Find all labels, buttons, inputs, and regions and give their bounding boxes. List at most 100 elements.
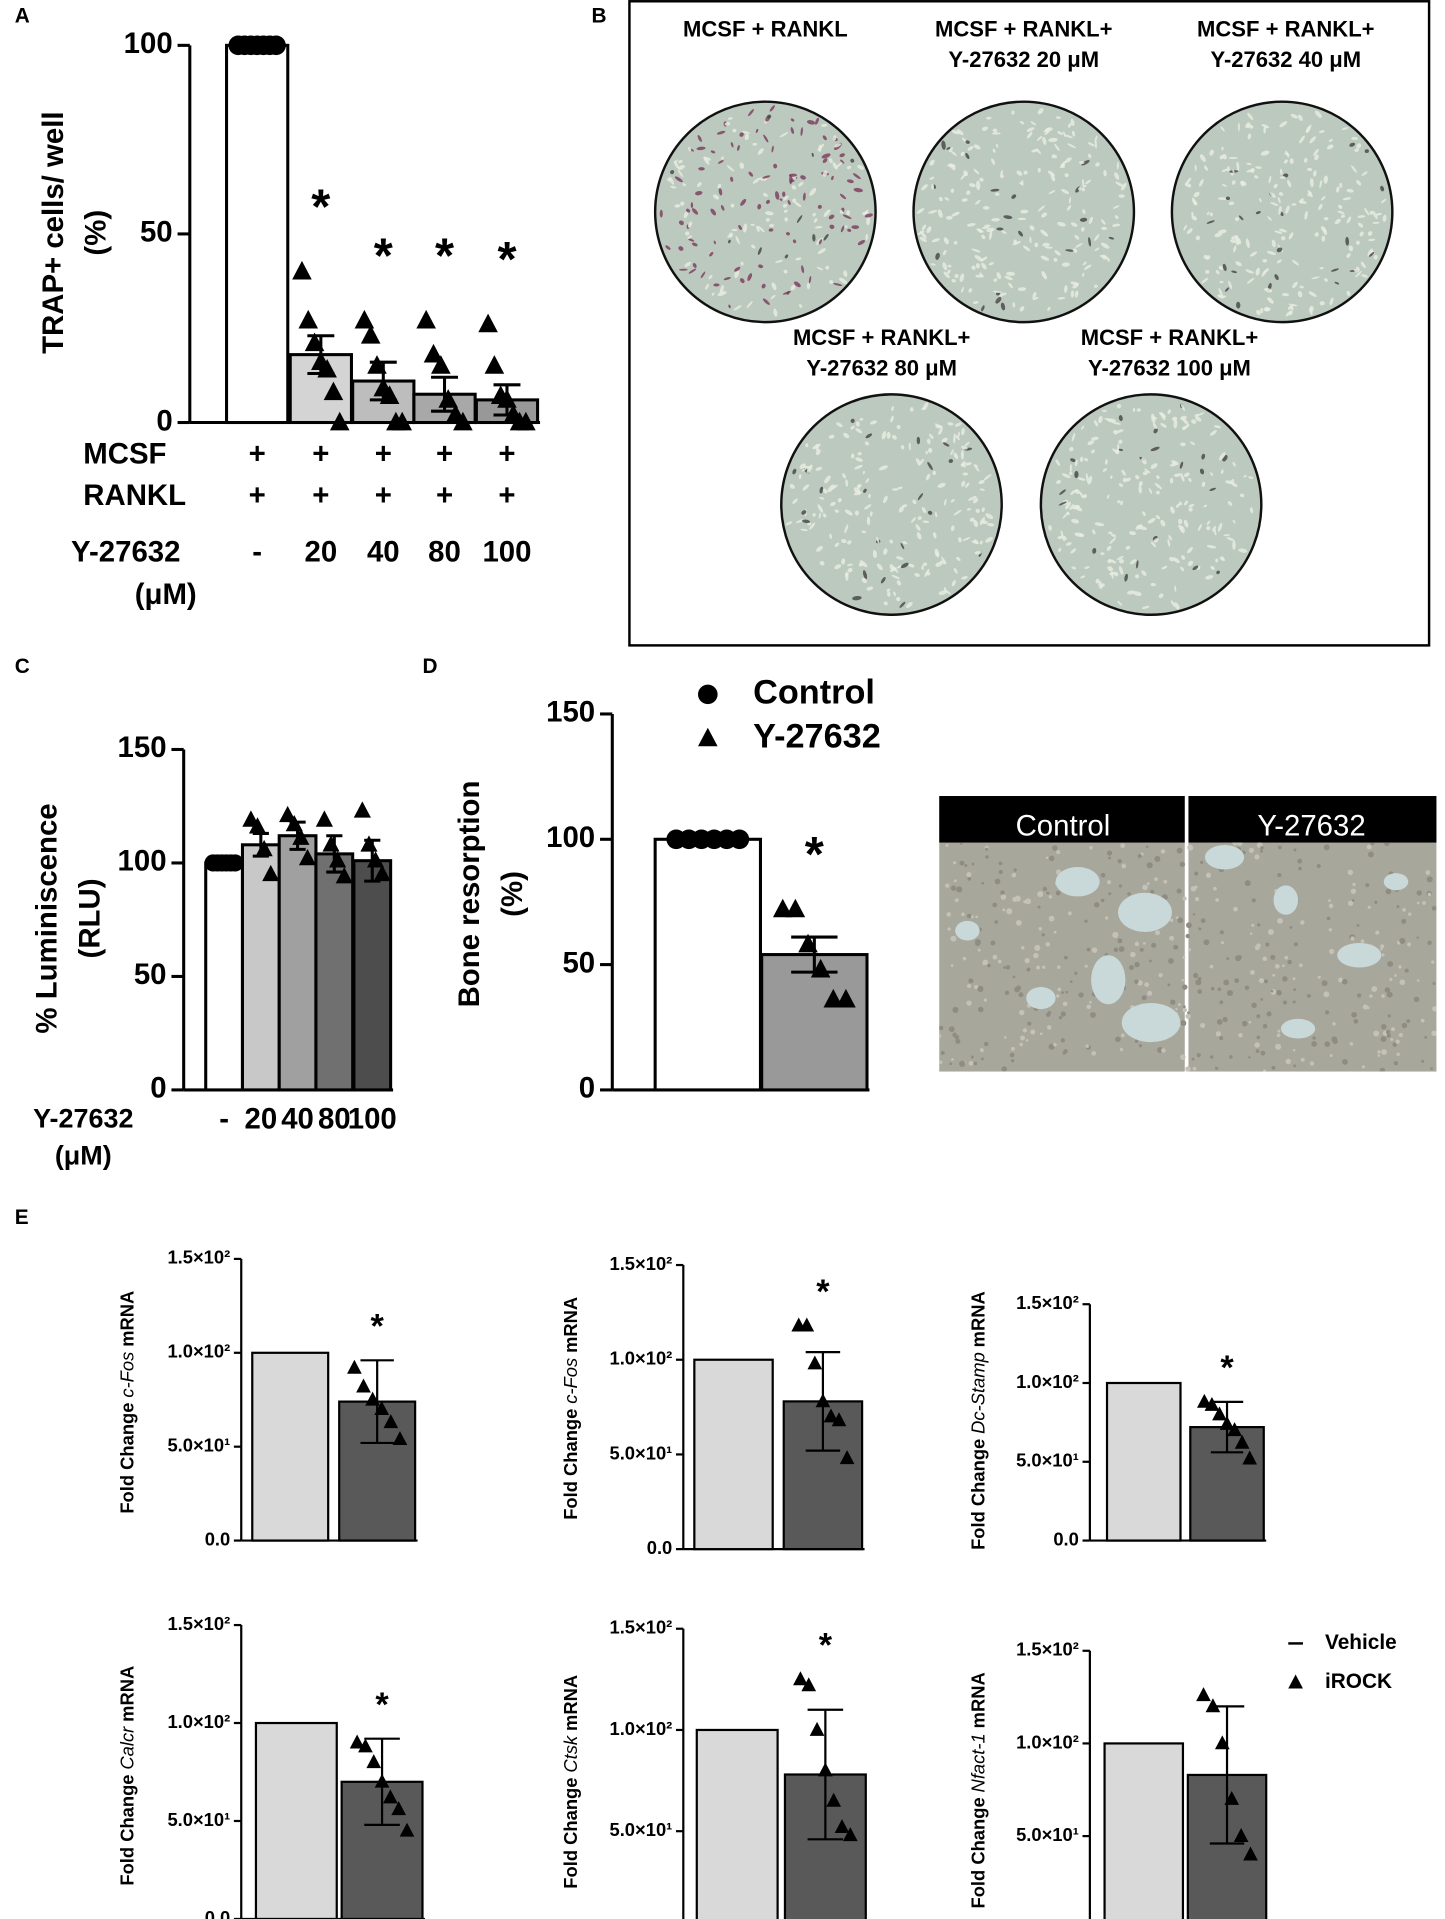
cell	[1313, 170, 1317, 177]
data-point	[1219, 1415, 1235, 1430]
cell	[762, 175, 771, 179]
cell	[1048, 137, 1058, 143]
cell	[991, 217, 1000, 222]
cell	[915, 458, 921, 466]
speck	[1015, 985, 1022, 991]
cell	[1298, 135, 1305, 144]
significance-mark: *	[819, 1627, 833, 1665]
speck	[1352, 882, 1356, 887]
cell	[1110, 533, 1117, 538]
cell	[782, 195, 789, 202]
cell	[1288, 311, 1293, 316]
cell	[813, 218, 818, 223]
cell	[1084, 566, 1090, 569]
cell	[1065, 542, 1072, 546]
cell	[1092, 547, 1097, 554]
panel-label: E	[15, 1206, 29, 1229]
speck	[1260, 1050, 1266, 1056]
cell	[674, 176, 683, 183]
cell	[1206, 544, 1217, 549]
cell	[1292, 259, 1300, 266]
cell	[901, 504, 908, 508]
cell	[773, 308, 778, 317]
cell	[975, 199, 981, 205]
speck	[1194, 885, 1198, 889]
cell	[1111, 223, 1121, 227]
speck	[1275, 1043, 1282, 1050]
cell	[1115, 449, 1120, 455]
cell	[739, 278, 745, 284]
cell	[1095, 578, 1100, 584]
cell	[1319, 179, 1323, 189]
cell	[1349, 142, 1356, 147]
data-point	[329, 851, 347, 868]
y-tick-label: 100	[118, 845, 167, 878]
cell	[1044, 246, 1054, 249]
speck	[1117, 859, 1122, 864]
cell	[773, 163, 778, 169]
cell	[869, 511, 873, 517]
cell	[1071, 432, 1076, 442]
cell	[1118, 415, 1123, 422]
y-tick-label: 0.0	[647, 1537, 673, 1558]
cell	[1107, 418, 1116, 423]
speck	[973, 1061, 978, 1066]
cell	[1012, 302, 1016, 308]
cell	[1309, 178, 1314, 188]
speck	[1317, 975, 1321, 979]
speck	[1150, 889, 1155, 895]
cell	[818, 239, 823, 245]
y-axis-label: (%)	[80, 210, 113, 256]
cell	[1180, 472, 1185, 482]
legend-marker	[698, 727, 718, 747]
speck	[1276, 989, 1282, 996]
cell	[1106, 256, 1110, 262]
cell	[1029, 225, 1035, 231]
significance-mark: *	[311, 180, 331, 234]
resorption-pit	[1280, 1018, 1316, 1039]
speck	[1052, 845, 1058, 851]
cell	[910, 517, 917, 523]
cell	[847, 540, 852, 545]
speck	[1180, 1054, 1186, 1060]
cell	[1027, 131, 1033, 139]
cell	[1201, 277, 1209, 284]
cell	[1141, 605, 1150, 609]
cell	[1237, 122, 1240, 132]
cell	[1256, 309, 1261, 316]
speck	[1061, 991, 1064, 994]
cell	[960, 449, 964, 460]
speck	[1399, 937, 1406, 944]
cell	[1088, 237, 1092, 247]
data-point	[356, 1378, 371, 1393]
cell	[1011, 110, 1015, 115]
cell	[1023, 170, 1028, 175]
cell	[696, 146, 706, 151]
speck	[1287, 959, 1292, 965]
speck	[1360, 939, 1365, 944]
speck	[1404, 968, 1409, 973]
cell	[1246, 162, 1252, 166]
cell	[1259, 197, 1262, 203]
data-point	[416, 309, 436, 329]
speck	[1185, 1013, 1191, 1019]
cell	[900, 562, 909, 569]
y-axis-label-part: Fold Change	[560, 1778, 581, 1889]
cell	[1326, 144, 1334, 150]
speck	[1033, 952, 1039, 959]
speck	[1251, 1002, 1257, 1009]
speck	[1025, 1039, 1029, 1042]
cell	[996, 272, 1002, 280]
cell	[763, 134, 769, 143]
y-axis-label-part: Fold Change	[968, 1797, 989, 1908]
speck	[1389, 977, 1393, 982]
cell	[1087, 475, 1093, 485]
cell	[938, 196, 943, 202]
cell	[723, 276, 731, 281]
speck	[1381, 953, 1385, 957]
cell	[893, 591, 896, 596]
speck	[1263, 979, 1269, 984]
cell	[1289, 305, 1294, 311]
cell	[1238, 548, 1248, 553]
speck	[1402, 907, 1406, 912]
